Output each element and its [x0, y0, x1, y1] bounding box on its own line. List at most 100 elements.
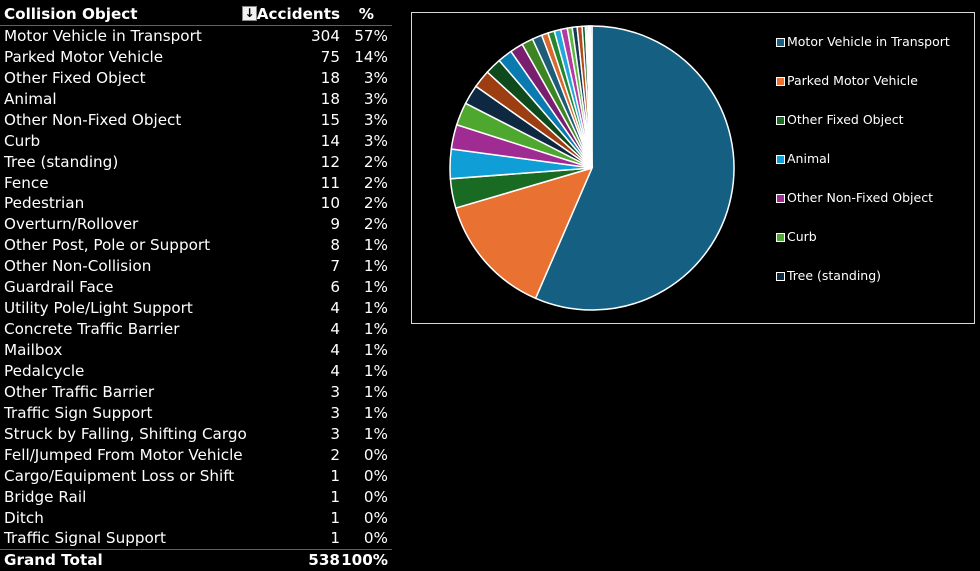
cell-accidents: 10	[320, 194, 340, 213]
cell-pct: 0%	[363, 445, 388, 464]
cell-name: Curb	[4, 131, 41, 150]
cell-name: Other Non-Collision	[4, 257, 152, 276]
cell-name: Parked Motor Vehicle	[4, 47, 164, 66]
pie-slice[interactable]	[589, 25, 593, 169]
pie-chart	[449, 25, 735, 311]
cell-name: Utility Pole/Light Support	[4, 299, 193, 318]
legend-swatch	[776, 194, 785, 203]
table-row[interactable]: Curb 14 3%	[0, 131, 392, 152]
cell-name: Animal	[4, 89, 57, 108]
cell-pct: 1%	[363, 424, 388, 443]
header-collision-object[interactable]: Collision Object	[4, 5, 138, 23]
table-row[interactable]: Other Non-Collision 7 1%	[0, 256, 392, 277]
sort-descending-icon[interactable]: ↓	[242, 6, 257, 21]
grand-total-percent: 100%	[341, 551, 388, 570]
header-accidents[interactable]: Accidents	[256, 5, 340, 23]
legend-label: Parked Motor Vehicle	[787, 73, 918, 88]
cell-accidents: 3	[330, 403, 340, 422]
cell-name: Traffic Sign Support	[4, 403, 153, 422]
cell-pct: 3%	[363, 131, 388, 150]
table-row[interactable]: Cargo/Equipment Loss or Shift 1 0%	[0, 466, 392, 487]
legend-label: Other Non-Fixed Object	[787, 190, 933, 205]
cell-name: Fence	[4, 173, 49, 192]
cell-accidents: 4	[330, 299, 340, 318]
table-row[interactable]: Fell/Jumped From Motor Vehicle 2 0%	[0, 445, 392, 466]
cell-name: Guardrail Face	[4, 278, 114, 297]
cell-name: Other Non-Fixed Object	[4, 110, 182, 129]
table-row[interactable]: Other Post, Pole or Support 8 1%	[0, 235, 392, 256]
cell-name: Mailbox	[4, 341, 63, 359]
header-percent[interactable]: %	[358, 5, 374, 23]
cell-accidents: 75	[320, 47, 340, 66]
table-row[interactable]: Pedestrian 10 2%	[0, 193, 392, 214]
table-row[interactable]: Other Non-Fixed Object 15 3%	[0, 110, 392, 131]
pivot-header-row: Collision Object ↓ Accidents %	[0, 4, 392, 26]
table-row[interactable]: Utility Pole/Light Support 4 1%	[0, 298, 392, 319]
cell-pct: 0%	[363, 487, 388, 506]
cell-accidents: 9	[330, 215, 340, 234]
cell-accidents: 4	[330, 320, 340, 339]
cell-accidents: 18	[320, 89, 340, 108]
legend-swatch	[776, 272, 785, 281]
cell-name: Other Traffic Barrier	[4, 382, 155, 401]
legend-label: Animal	[787, 151, 831, 166]
pivot-body: Motor Vehicle in Transport 304 57% Parked M…	[0, 26, 392, 549]
cell-accidents: 6	[330, 278, 340, 297]
cell-accidents: 3	[330, 424, 340, 443]
legend-swatch	[776, 116, 785, 125]
table-row[interactable]: Concrete Traffic Barrier 4 1%	[0, 319, 392, 340]
cell-pct: 1%	[363, 361, 388, 380]
cell-pct: 1%	[363, 257, 388, 276]
cell-name: Other Fixed Object	[4, 68, 146, 87]
table-row[interactable]: Overturn/Rollover 9 2%	[0, 214, 392, 235]
table-row[interactable]: Motor Vehicle in Transport 304 57%	[0, 26, 392, 47]
table-row[interactable]: Other Fixed Object 18 3%	[0, 68, 392, 89]
cell-name: Pedalcycle	[4, 361, 85, 380]
cell-accidents: 304	[311, 26, 340, 45]
cell-pct: 3%	[363, 89, 388, 108]
legend-swatch	[776, 233, 785, 242]
cell-pct: 1%	[363, 236, 388, 255]
cell-pct: 1%	[363, 278, 388, 297]
cell-name: Other Post, Pole or Support	[4, 236, 211, 255]
cell-accidents: 1	[330, 487, 340, 506]
cell-name: Fell/Jumped From Motor Vehicle	[4, 445, 243, 464]
cell-pct: 1%	[363, 403, 388, 422]
table-row[interactable]: Struck by Falling, Shifting Cargo 3 1%	[0, 424, 392, 445]
cell-accidents: 4	[330, 341, 340, 359]
table-row[interactable]: Traffic Signal Support 1 0%	[0, 528, 392, 549]
pie-slice[interactable]	[454, 166, 594, 300]
pie-slice[interactable]	[534, 25, 735, 311]
pie-chart-area[interactable]: Motor Vehicle in Transport Parked Motor V…	[411, 12, 975, 324]
cell-name: Struck by Falling, Shifting Cargo	[4, 424, 247, 443]
table-row[interactable]: Tree (standing) 12 2%	[0, 152, 392, 173]
table-row[interactable]: Ditch 1 0%	[0, 508, 392, 529]
pivot-table: Collision Object ↓ Accidents % Motor Veh…	[0, 4, 392, 571]
table-row[interactable]: Animal 18 3%	[0, 89, 392, 110]
cell-accidents: 8	[330, 236, 340, 255]
cell-name: Ditch	[4, 508, 44, 527]
cell-accidents: 12	[320, 152, 340, 171]
table-row[interactable]: Other Traffic Barrier 3 1%	[0, 382, 392, 403]
cell-accidents: 3	[330, 382, 340, 401]
legend-label: Motor Vehicle in Transport	[787, 34, 950, 49]
cell-accidents: 15	[320, 110, 340, 129]
cell-accidents: 7	[330, 257, 340, 276]
cell-name: Cargo/Equipment Loss or Shift	[4, 466, 235, 485]
table-row[interactable]: Bridge Rail 1 0%	[0, 487, 392, 508]
cell-pct: 1%	[363, 341, 388, 359]
legend-label: Other Fixed Object	[787, 112, 904, 127]
legend-swatch	[776, 155, 785, 164]
table-row[interactable]: Guardrail Face 6 1%	[0, 277, 392, 298]
table-row[interactable]: Pedalcycle 4 1%	[0, 361, 392, 382]
table-row[interactable]: Fence 11 2%	[0, 173, 392, 194]
legend-label: Curb	[787, 229, 817, 244]
table-row[interactable]: Parked Motor Vehicle 75 14%	[0, 47, 392, 68]
table-row[interactable]: Traffic Sign Support 3 1%	[0, 403, 392, 424]
cell-accidents: 4	[330, 361, 340, 380]
table-row[interactable]: Mailbox 4 1%	[0, 340, 392, 361]
cell-accidents: 1	[330, 466, 340, 485]
legend-swatch	[776, 38, 785, 47]
cell-pct: 14%	[354, 47, 388, 66]
cell-name: Pedestrian	[4, 194, 85, 213]
